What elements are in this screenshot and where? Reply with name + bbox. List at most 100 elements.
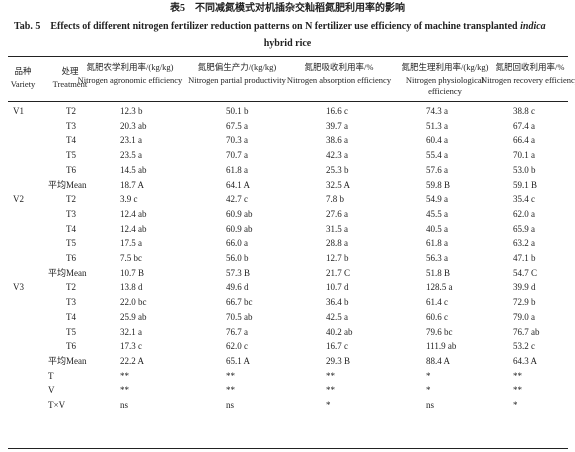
cell: ** xyxy=(513,385,522,396)
variety: V2 xyxy=(13,194,24,205)
cell: ns xyxy=(120,400,129,410)
cell: 7.8 b xyxy=(326,194,344,205)
header-en: Nitrogen physiological efficiency xyxy=(405,75,485,96)
cell: 38.6 a xyxy=(326,135,348,146)
cell: 12.4 ab xyxy=(120,223,147,234)
treatment: T5 xyxy=(66,326,76,337)
cell: ** xyxy=(226,370,235,381)
treatment: T2 xyxy=(66,106,76,116)
cell: 12.7 b xyxy=(326,253,349,263)
cell: 31.5 a xyxy=(326,223,348,234)
cell: 42.5 a xyxy=(326,311,348,322)
row-label: T xyxy=(48,370,54,381)
cell: ** xyxy=(120,370,129,381)
row-label: 平均Mean xyxy=(48,267,87,278)
treatment: T2 xyxy=(66,194,76,205)
cell: 56.0 b xyxy=(226,253,249,263)
cell: 65.1 A xyxy=(226,355,251,366)
cell: 21.7 C xyxy=(326,267,351,278)
header-zh: 氮肥偏生产力/(kg/kg) xyxy=(197,62,277,72)
treatment: T3 xyxy=(66,208,76,219)
title-en: Tab. 5 Effects of different nitrogen fer… xyxy=(14,21,546,32)
cell: 40.5 a xyxy=(426,223,448,234)
header-zh: 氮肥吸收利用率/% xyxy=(304,62,374,72)
cell: 61.8 a xyxy=(226,164,248,175)
cell: 42.7 c xyxy=(226,194,248,205)
cell: 35.4 c xyxy=(513,194,535,205)
cell: 50.1 b xyxy=(226,106,249,116)
cell: 45.5 a xyxy=(426,208,448,219)
cell: 36.4 b xyxy=(326,297,349,308)
cell: 17.3 c xyxy=(120,341,142,352)
cell: * xyxy=(426,370,431,381)
treatment: T5 xyxy=(66,150,76,161)
cell: ** xyxy=(326,385,335,396)
header-zh: 氮肥农学利用率/(kg/kg) xyxy=(86,62,174,72)
cell: 60.6 c xyxy=(426,311,448,322)
row-label: 平均Mean xyxy=(48,179,87,190)
cell: 74.3 a xyxy=(426,106,448,116)
header-rule xyxy=(8,101,568,102)
header-en: Nitrogen agronomic efficiency xyxy=(77,75,183,85)
cell: * xyxy=(426,385,431,396)
treatment: T3 xyxy=(66,297,76,308)
cell: 18.7 A xyxy=(120,179,145,190)
treatment: T4 xyxy=(66,223,76,234)
header-zh: 氮肥生理利用率/(kg/kg) xyxy=(401,62,489,72)
cell: 51.3 a xyxy=(426,120,448,131)
cell: 64.1 A xyxy=(226,179,251,190)
cell: 17.5 a xyxy=(120,238,142,249)
variety: V3 xyxy=(13,282,24,293)
treatment: T4 xyxy=(66,135,76,146)
cell: * xyxy=(326,400,331,410)
cell: * xyxy=(513,400,518,410)
cell: 53.2 c xyxy=(513,341,535,352)
cell: ns xyxy=(426,400,435,410)
cell: 62.0 a xyxy=(513,208,535,219)
cell: ** xyxy=(326,370,335,381)
cell: 42.3 a xyxy=(326,150,348,161)
cell: 70.5 ab xyxy=(226,311,253,322)
cell: 65.9 a xyxy=(513,223,535,234)
bottom-rule xyxy=(8,448,568,450)
cell: 23.5 a xyxy=(120,150,142,161)
row-label: 平均Mean xyxy=(48,355,87,366)
cell: 57.6 a xyxy=(426,164,448,175)
cell: 59.1 B xyxy=(513,179,538,190)
cell: 12.3 b xyxy=(120,106,143,116)
cell: 70.1 a xyxy=(513,150,535,161)
title-en-2: hybrid rice xyxy=(263,38,312,49)
cell: 12.4 ab xyxy=(120,208,147,219)
cell: 22.0 bc xyxy=(120,297,147,308)
cell: 51.8 B xyxy=(426,267,451,278)
cell: 47.1 b xyxy=(513,253,536,263)
header-zh: 品种 xyxy=(14,66,32,76)
cell: 67.4 a xyxy=(513,120,535,131)
cell: 79.6 bc xyxy=(426,326,453,337)
cell: 25.3 b xyxy=(326,164,349,175)
cell: 63.2 a xyxy=(513,238,535,249)
cell: 66.4 a xyxy=(513,135,535,146)
cell: 7.5 bc xyxy=(120,253,142,263)
treatment: T6 xyxy=(66,164,76,175)
cell: 54.9 a xyxy=(426,194,448,205)
cell: 61.8 a xyxy=(426,238,448,249)
treatment: T6 xyxy=(66,253,76,263)
cell: 10.7 d xyxy=(326,282,349,293)
header-en: Variety xyxy=(10,79,36,89)
cell: 66.7 bc xyxy=(226,297,253,308)
cell: 60.9 ab xyxy=(226,223,253,234)
cell: 55.4 a xyxy=(426,150,448,161)
cell: 23.1 a xyxy=(120,135,142,146)
cell: 40.2 ab xyxy=(326,326,353,337)
cell: 13.8 d xyxy=(120,282,143,293)
cell: 20.3 ab xyxy=(120,120,147,131)
cell: 53.0 b xyxy=(513,164,536,175)
cell: 62.0 c xyxy=(226,341,248,352)
cell: 10.7 B xyxy=(120,267,145,278)
row-label: V xyxy=(48,385,55,396)
cell: ns xyxy=(226,400,235,410)
cell: 32.1 a xyxy=(120,326,142,337)
cell: 66.0 a xyxy=(226,238,248,249)
